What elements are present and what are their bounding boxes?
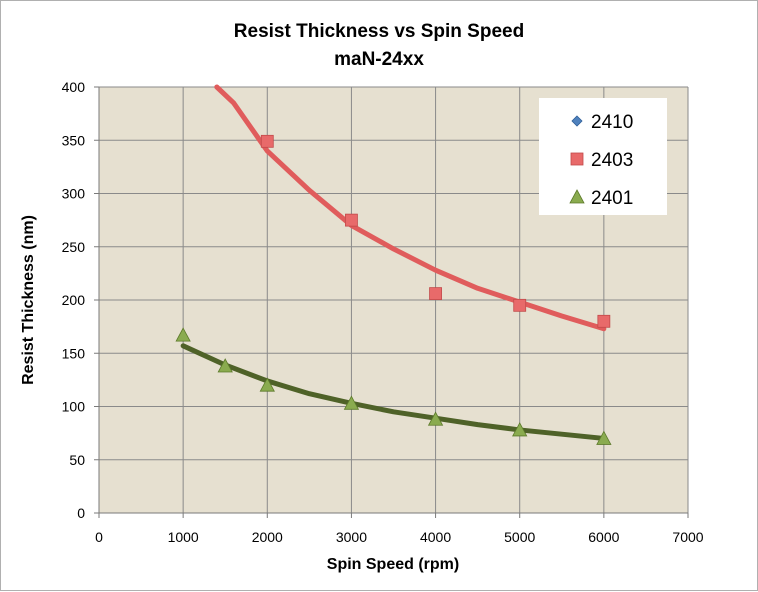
axis-layer: 0 1000 2000 3000 4000 5000 6000 7000 0 50 100 150 20… xyxy=(62,79,704,545)
legend-marker-2410 xyxy=(571,115,583,127)
data-point-2403 xyxy=(597,314,611,328)
y-tick-label: 50 xyxy=(69,452,85,468)
chart-title: Resist Thickness vs Spin Speed xyxy=(234,21,524,42)
data-point-2401 xyxy=(343,395,360,410)
legend-marker-2403 xyxy=(570,152,584,166)
x-tick-label: 3000 xyxy=(336,529,367,545)
marker-layer xyxy=(175,134,612,445)
x-tick-label: 0 xyxy=(95,529,103,545)
data-point-2403 xyxy=(345,213,358,227)
data-point-2401 xyxy=(427,411,444,426)
grid-layer xyxy=(99,86,689,513)
y-tick-label: 300 xyxy=(62,186,86,202)
data-point-2401 xyxy=(512,422,528,437)
legend: 2410 2403 2401 xyxy=(539,98,667,215)
legend-label-2403: 2403 xyxy=(591,150,633,171)
y-tick-label: 200 xyxy=(62,292,86,308)
x-tick-label: 4000 xyxy=(420,529,451,545)
data-point-2403 xyxy=(260,134,274,148)
x-axis-title: Spin Speed (rpm) xyxy=(327,556,459,573)
y-tick-label: 250 xyxy=(62,239,86,255)
y-tick-label: 150 xyxy=(62,345,86,361)
legend-box xyxy=(539,98,667,215)
trendline-2403 xyxy=(214,84,607,332)
y-tick-label: 350 xyxy=(62,132,86,148)
trendline-2401 xyxy=(180,343,607,441)
legend-label-2410: 2410 xyxy=(591,112,633,133)
x-tick-label: 2000 xyxy=(252,529,283,545)
trend-layer xyxy=(180,84,607,441)
x-tick-label: 1000 xyxy=(168,529,199,545)
data-point-2403 xyxy=(513,298,527,312)
y-tick-label: 400 xyxy=(62,79,86,95)
legend-label-2401: 2401 xyxy=(591,188,633,209)
data-point-2401 xyxy=(217,358,233,373)
data-point-2401 xyxy=(175,327,191,342)
y-tick-label: 0 xyxy=(77,505,85,521)
data-point-2403 xyxy=(429,287,442,301)
data-point-2401 xyxy=(259,377,275,392)
data-point-2401 xyxy=(596,430,612,445)
y-tick-label: 100 xyxy=(62,399,86,415)
x-tick-label: 5000 xyxy=(504,529,535,545)
x-tick-label: 6000 xyxy=(588,529,619,545)
x-tick-label: 7000 xyxy=(672,529,703,545)
legend-marker-2401 xyxy=(569,189,585,204)
chart-subtitle: maN-24xx xyxy=(334,49,424,70)
y-axis-title: Resist Thickness (nm) xyxy=(20,215,37,385)
